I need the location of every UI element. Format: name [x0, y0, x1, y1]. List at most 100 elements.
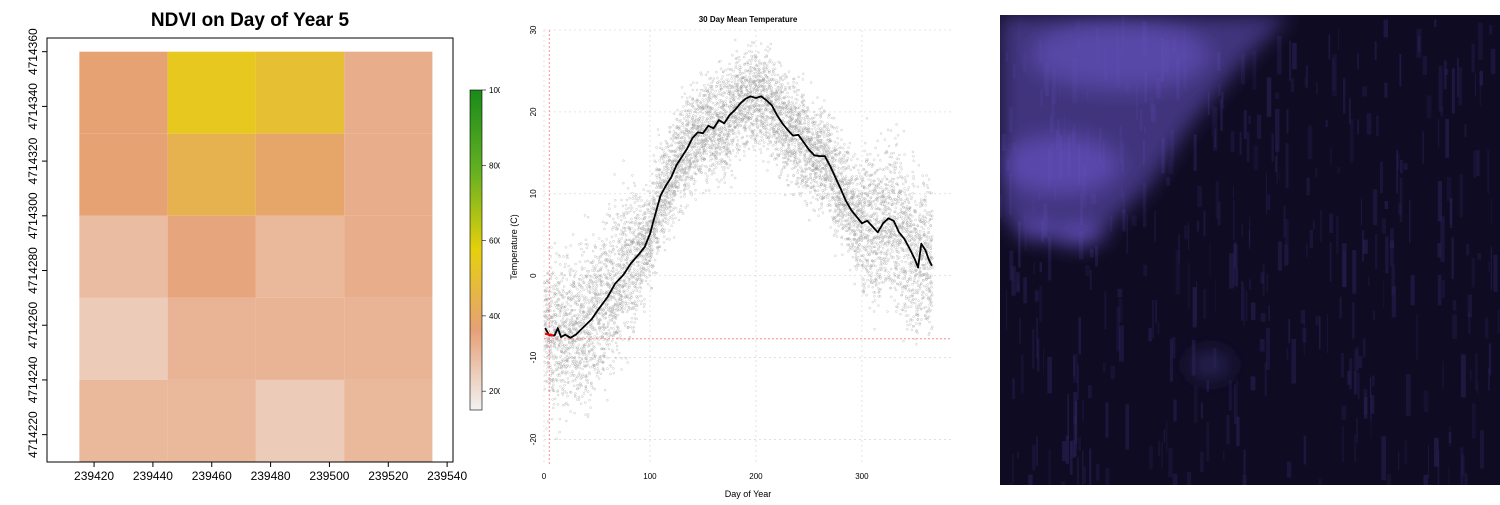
scatter-point — [760, 43, 762, 45]
scatter-point — [608, 255, 610, 257]
scatter-point — [593, 352, 595, 354]
scatter-point — [583, 361, 585, 363]
scatter-point — [547, 420, 549, 422]
scatter-point — [692, 89, 694, 91]
scatter-point — [774, 62, 776, 64]
scatter-point — [612, 226, 614, 228]
scatter-point — [716, 179, 718, 181]
scatter-point — [740, 67, 742, 69]
scatter-point — [581, 266, 583, 268]
scatter-point — [544, 361, 546, 363]
scatter-point — [688, 186, 690, 188]
scatter-point — [631, 227, 633, 229]
scatter-point — [556, 391, 558, 393]
scatter-point — [570, 268, 572, 270]
scatter-point — [705, 113, 707, 115]
scatter-point — [626, 199, 628, 201]
scatter-point — [804, 171, 806, 173]
scatter-point — [715, 98, 717, 100]
y-tick-label: 4714300 — [26, 192, 40, 239]
scatter-point — [564, 310, 566, 312]
scatter-point — [722, 119, 724, 121]
scatter-point — [561, 280, 563, 282]
scatter-point — [609, 259, 611, 261]
scatter-point — [800, 117, 802, 119]
scatter-point — [766, 82, 768, 84]
scatter-point — [731, 75, 733, 77]
scatter-point — [646, 200, 648, 202]
scatter-point — [634, 313, 636, 315]
scatter-point — [749, 73, 751, 75]
scatter-point — [552, 384, 554, 386]
scatter-point — [674, 217, 676, 219]
scatter-point — [620, 219, 622, 221]
scatter-point — [766, 148, 768, 150]
scatter-point — [699, 93, 701, 95]
scatter-point — [589, 366, 591, 368]
scatter-point — [623, 223, 625, 225]
scatter-point — [571, 316, 573, 318]
scatter-point — [698, 120, 700, 122]
scatter-point — [720, 146, 722, 148]
scatter-point — [746, 135, 748, 137]
scatter-point — [575, 360, 577, 362]
scatter-point — [767, 143, 769, 145]
scatter-point — [711, 173, 713, 175]
scatter-point — [759, 149, 761, 151]
scatter-point — [560, 310, 562, 312]
scatter-point — [703, 101, 705, 103]
scatter-point — [652, 272, 654, 274]
scatter-point — [593, 327, 595, 329]
scatter-point — [710, 97, 712, 99]
scatter-point — [583, 300, 585, 302]
scatter-point — [729, 98, 731, 100]
scatter-point — [709, 88, 711, 90]
scatter-point — [640, 295, 642, 297]
scatter-point — [682, 175, 684, 177]
scatter-point — [791, 143, 793, 145]
scatter-point — [669, 194, 671, 196]
scatter-point — [717, 186, 719, 188]
scatter-point — [691, 153, 693, 155]
scatter-point — [696, 82, 698, 84]
scatter-point — [569, 353, 571, 355]
scatter-point — [656, 185, 658, 187]
scatter-point — [729, 108, 731, 110]
scatter-point — [637, 269, 639, 271]
scatter-point — [695, 118, 697, 120]
scatter-point — [736, 136, 738, 138]
scatter-point — [584, 214, 586, 216]
scatter-point — [786, 179, 788, 181]
scatter-point — [778, 81, 780, 83]
scatter-point — [751, 58, 753, 60]
scatter-point — [554, 364, 556, 366]
scatter-point — [586, 341, 588, 343]
scatter-point — [626, 273, 628, 275]
scatter-point — [572, 234, 574, 236]
ndvi-cell — [256, 298, 344, 380]
scatter-point — [744, 146, 746, 148]
scatter-point — [780, 98, 782, 100]
scatter-point — [614, 199, 616, 201]
scatter-point — [759, 140, 761, 142]
scatter-point — [784, 73, 786, 75]
scatter-point — [573, 412, 575, 414]
scatter-point — [661, 225, 663, 227]
scatter-point — [796, 94, 798, 96]
scatter-point — [639, 286, 641, 288]
scatter-point — [721, 179, 723, 181]
scatter-point — [612, 218, 614, 220]
x-tick-label: 239540 — [427, 469, 467, 483]
scatter-point — [780, 174, 782, 176]
scatter-point — [639, 248, 641, 250]
scatter-point — [665, 169, 667, 171]
scatter-point — [678, 182, 680, 184]
scatter-point — [595, 329, 597, 331]
scatter-point — [658, 134, 660, 136]
scatter-point — [785, 96, 787, 98]
scatter-point — [601, 261, 603, 263]
scatter-point — [788, 71, 790, 73]
x-tick-label: 239460 — [192, 469, 232, 483]
